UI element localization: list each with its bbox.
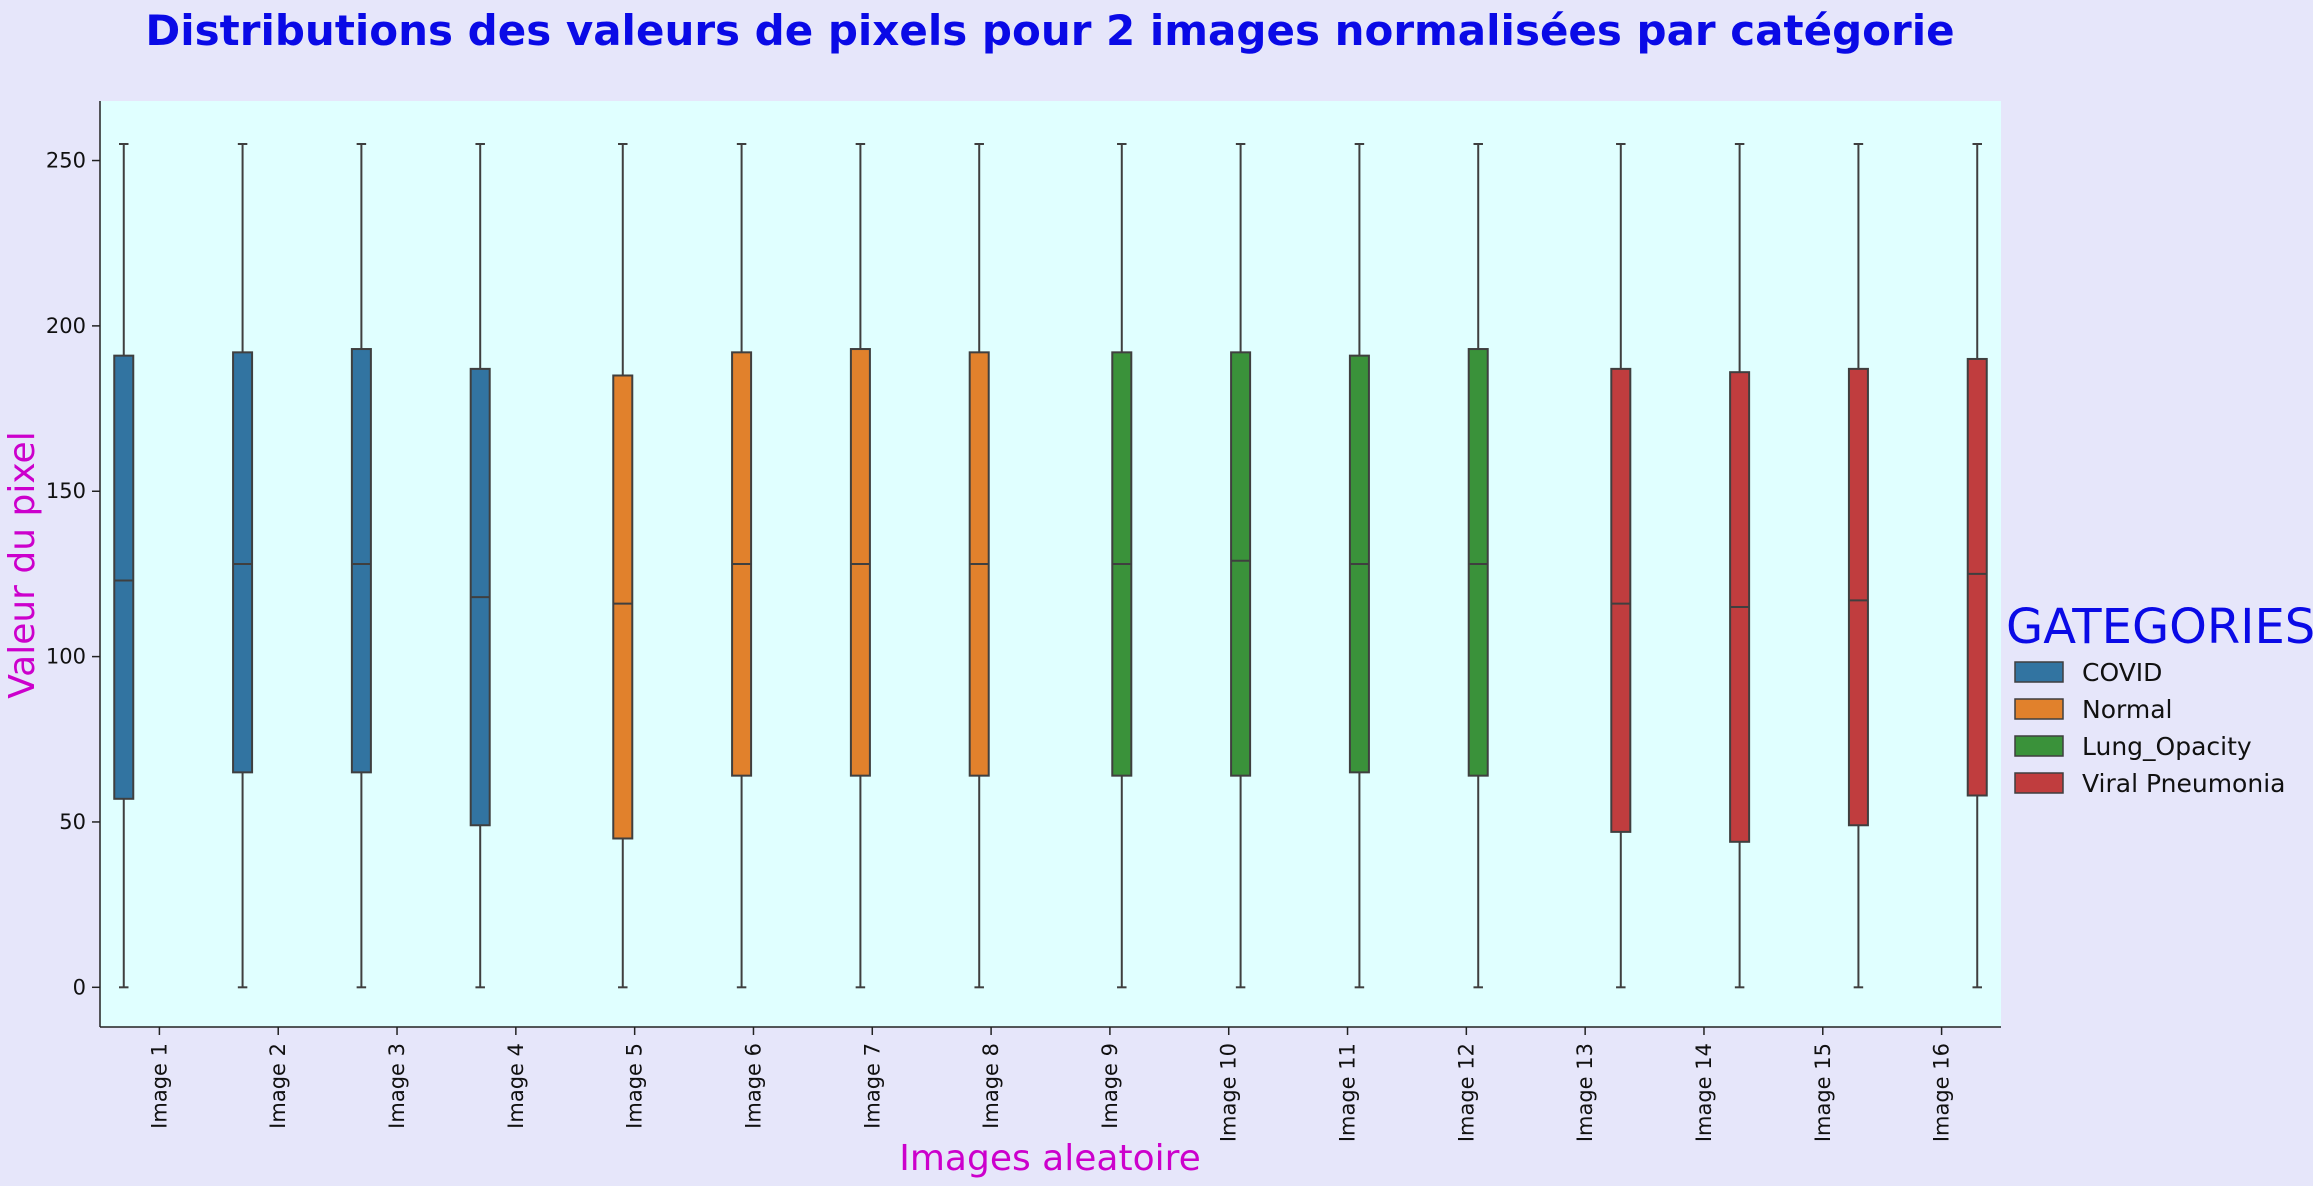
- y-tick-label: 100: [46, 645, 86, 669]
- legend-swatch: [2014, 661, 2064, 683]
- box-image-5: [612, 142, 634, 989]
- box-iqr: [1847, 367, 1869, 827]
- box-image-11: [1348, 142, 1370, 989]
- legend: GATEGORIES COVID Normal Lung_Opacity Viral …: [2006, 599, 2313, 798]
- box-image-6: [731, 142, 753, 989]
- box-image-1: [113, 142, 135, 989]
- box-image-2: [232, 142, 254, 989]
- x-tick-label: Image 4: [504, 1043, 528, 1129]
- box-iqr: [350, 348, 372, 774]
- y-tick-label: 150: [46, 479, 86, 503]
- y-tick-label: 200: [46, 314, 86, 338]
- y-ticks: 0 50 100 150 200 250: [46, 149, 100, 999]
- box-image-14: [1729, 142, 1751, 989]
- box-image-15: [1847, 142, 1869, 989]
- box-image-10: [1230, 142, 1252, 989]
- axes-layer: [99, 101, 2001, 1028]
- box-image-3: [350, 142, 372, 989]
- x-tick-label: Image 1: [147, 1043, 171, 1129]
- x-tick-label: Image 14: [1692, 1043, 1716, 1142]
- x-tick-label: Image 7: [860, 1043, 884, 1129]
- chart-title: Distributions des valeurs de pixels pour…: [145, 6, 1954, 55]
- x-tick-label: Image 5: [623, 1043, 647, 1129]
- x-tick-label: Image 10: [1217, 1043, 1241, 1142]
- x-tick-label: Image 3: [385, 1043, 409, 1129]
- box-image-4: [469, 142, 491, 989]
- x-tick-label: Image 8: [979, 1043, 1003, 1129]
- box-iqr: [849, 348, 871, 777]
- x-tick-label: Image 2: [266, 1043, 290, 1129]
- y-tick-label: 0: [73, 975, 86, 999]
- x-tick-label: Image 6: [741, 1043, 765, 1129]
- legend-swatch: [2014, 698, 2064, 720]
- box-iqr: [1610, 367, 1632, 833]
- y-axis-label: Valeur du pixel: [2, 431, 43, 698]
- box-iqr: [1230, 351, 1252, 777]
- x-tick-label: Image 15: [1811, 1043, 1835, 1142]
- box-iqr: [1966, 357, 1988, 797]
- y-tick-label: 250: [46, 149, 86, 173]
- legend-entry-label: COVID: [2082, 658, 2162, 687]
- x-ticks: Image 1 Image 2 Image 3 Image 4 Image 5 Image…: [147, 1027, 1954, 1142]
- boxes-layer: [113, 142, 1988, 989]
- x-tick-label: Image 13: [1573, 1043, 1597, 1142]
- legend-entry-label: Viral Pneumonia: [2082, 769, 2285, 798]
- box-image-13: [1610, 142, 1632, 989]
- box-image-7: [849, 142, 871, 989]
- box-image-8: [968, 142, 990, 989]
- legend-entry-label: Lung_Opacity: [2082, 732, 2252, 761]
- legend-entry-label: Normal: [2082, 695, 2172, 724]
- x-axis-label: Images aleatoire: [899, 1138, 1201, 1179]
- box-image-9: [1111, 142, 1133, 989]
- box-iqr: [113, 354, 135, 800]
- box-image-16: [1966, 142, 1988, 989]
- x-tick-label: Image 16: [1930, 1043, 1954, 1142]
- x-tick-label: Image 11: [1336, 1043, 1360, 1142]
- plot-area: [100, 101, 2001, 1027]
- legend-swatch: [2014, 735, 2064, 757]
- x-tick-label: Image 9: [1098, 1043, 1122, 1129]
- box-iqr: [1467, 348, 1489, 777]
- legend-title: GATEGORIES: [2006, 599, 2313, 655]
- box-iqr: [612, 374, 634, 840]
- x-tick-label: Image 12: [1454, 1043, 1478, 1142]
- y-tick-label: 50: [59, 810, 86, 834]
- box-iqr: [232, 351, 254, 774]
- legend-swatch: [2014, 772, 2064, 794]
- box-image-12: [1467, 142, 1489, 989]
